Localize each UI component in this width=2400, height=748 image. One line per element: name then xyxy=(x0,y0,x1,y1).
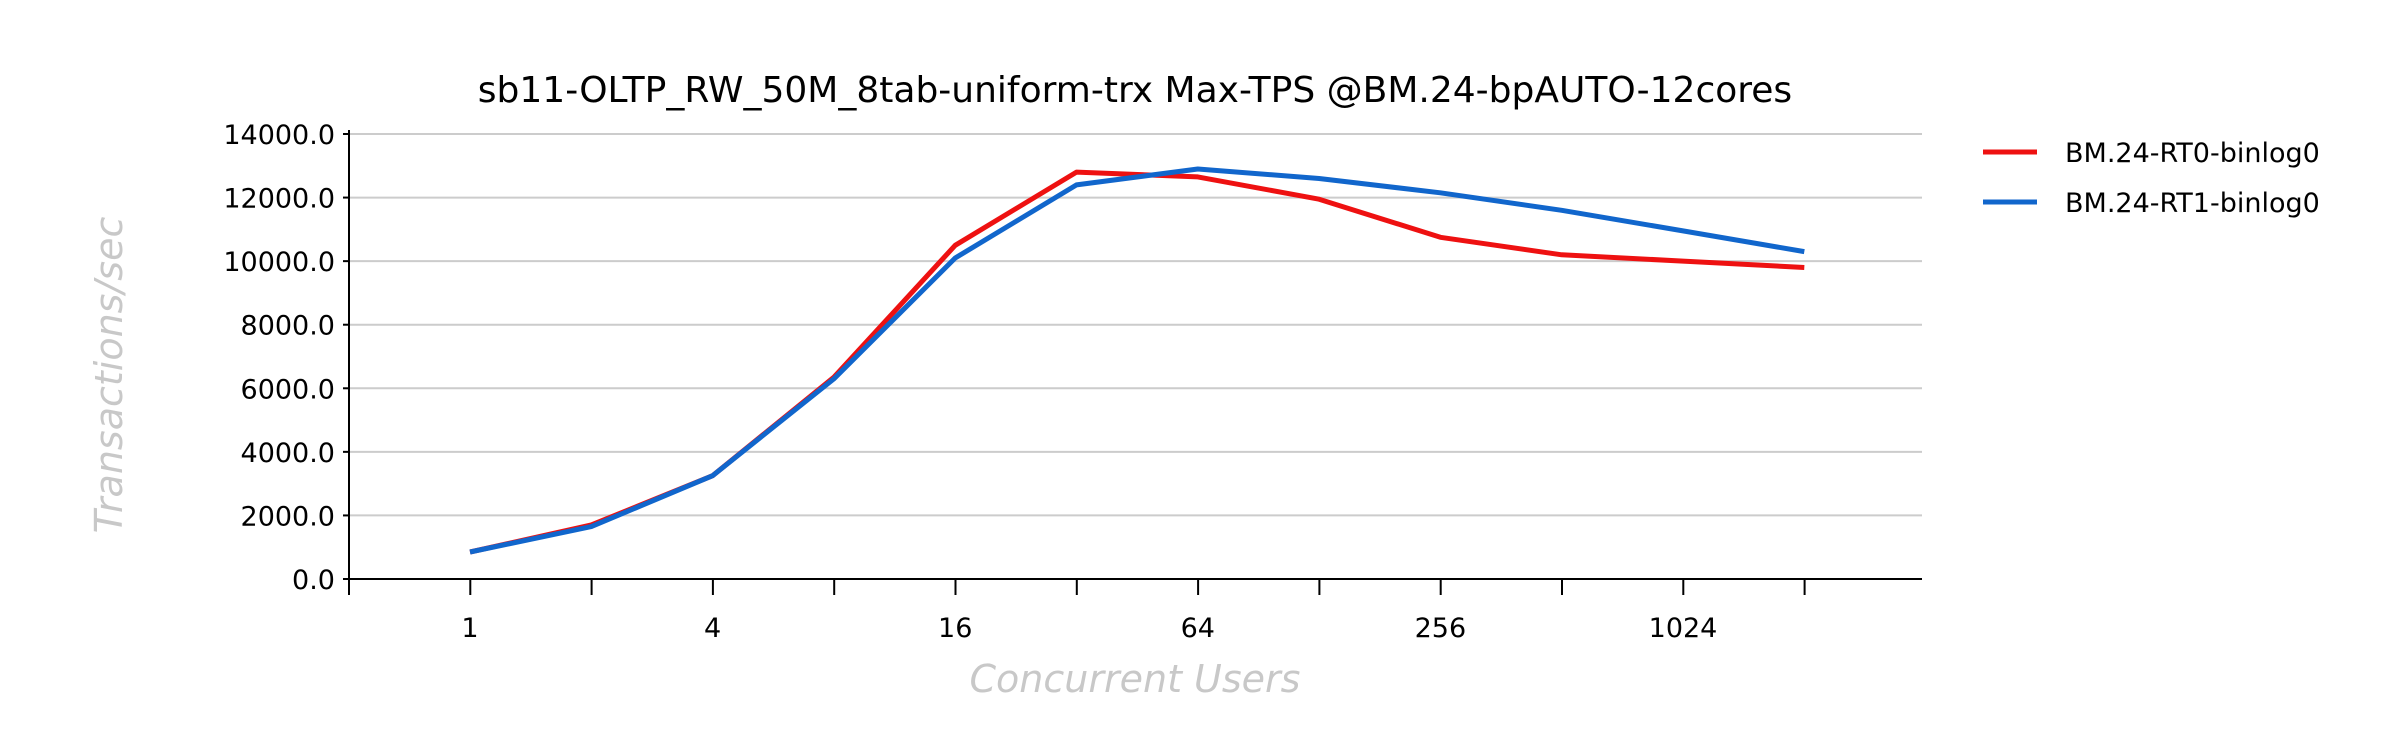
legend-label: BM.24-RT0-binlog0 xyxy=(2065,138,2320,169)
y-tick-label: 4000.0 xyxy=(241,438,335,469)
legend-label: BM.24-RT1-binlog0 xyxy=(2065,188,2320,219)
y-tick-labels: 0.0 2000.0 4000.0 6000.0 8000.0 10000.0 12000.… xyxy=(223,120,335,596)
y-tick-label: 10000.0 xyxy=(223,247,335,278)
y-tick-label: 8000.0 xyxy=(241,311,335,342)
y-tick-label: 6000.0 xyxy=(241,374,335,405)
x-tick-labels: 1 4 16 64 256 1024 xyxy=(461,613,1717,644)
x-tick-label: 4 xyxy=(704,613,721,644)
x-tick-label: 16 xyxy=(938,613,972,644)
y-tick-label: 0.0 xyxy=(292,565,335,596)
x-axis-label: Concurrent Users xyxy=(970,657,1301,701)
y-tick-label: 14000.0 xyxy=(223,120,335,151)
x-tick-label: 64 xyxy=(1181,613,1215,644)
y-tick-label: 12000.0 xyxy=(223,184,335,215)
series-lines xyxy=(469,166,1805,555)
legend: BM.24-RT0-binlog0 BM.24-RT1-binlog0 xyxy=(1983,138,2320,219)
series-line-BM.24-RT1-binlog0 xyxy=(469,166,1805,555)
grid-lines xyxy=(349,133,1922,517)
y-axis-label: Transactions/sec xyxy=(87,217,131,534)
axes xyxy=(343,130,1922,595)
x-tick-label: 1 xyxy=(461,613,478,644)
y-tick-label: 2000.0 xyxy=(241,501,335,532)
x-tick-label: 1024 xyxy=(1649,613,1718,644)
x-tick-label: 256 xyxy=(1415,613,1467,644)
chart-title: sb11-OLTP_RW_50M_8tab-uniform-trx Max-TP… xyxy=(478,70,1792,111)
